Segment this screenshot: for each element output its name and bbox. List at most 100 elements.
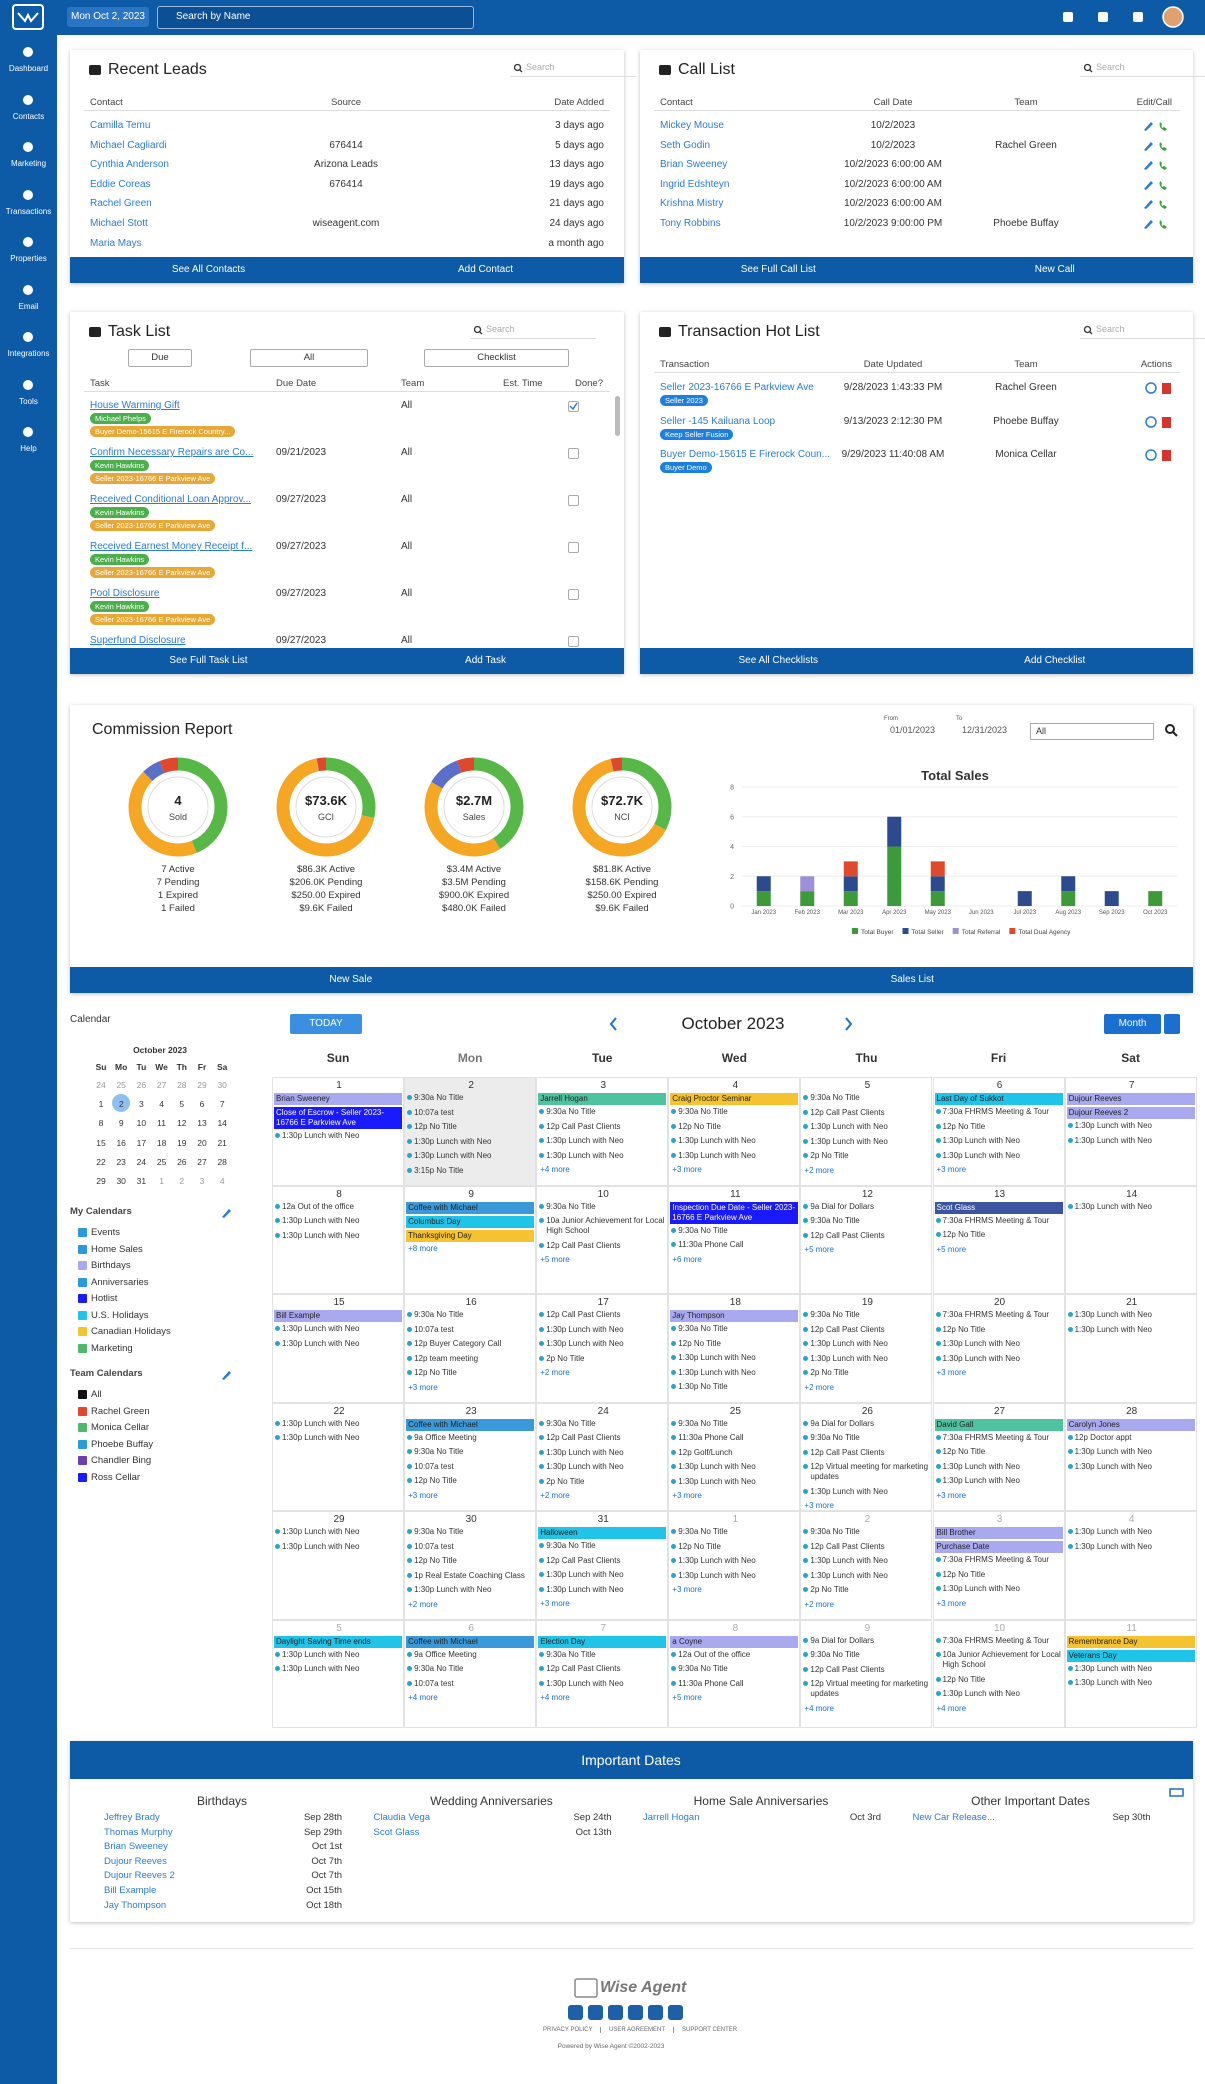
event[interactable]: 12p No Title	[406, 1368, 534, 1378]
event[interactable]: 1:30p Lunch with Neo	[406, 1137, 534, 1147]
button[interactable]: See All Contacts	[70, 257, 347, 283]
event[interactable]: 12p No Title	[935, 1122, 1063, 1132]
contact-link[interactable]: Brian Sweeney	[104, 1841, 168, 1853]
filter-select[interactable]: Checklist	[424, 349, 569, 367]
mini-day[interactable]: 1	[159, 1176, 164, 1186]
more-link[interactable]: +4 more	[804, 1703, 834, 1713]
day-cell[interactable]: 7 Election Day 9:30a No Title 12p Call Past…	[536, 1619, 669, 1728]
event[interactable]: 1p Real Estate Coaching Class	[406, 1571, 534, 1581]
day-cell[interactable]: 6 Coffee with Michael 9a Office Meeting 9:3…	[404, 1619, 537, 1728]
more-link[interactable]: +2 more	[804, 1382, 834, 1392]
contact-link[interactable]: Cynthia Anderson	[90, 159, 169, 171]
checkbox[interactable]	[78, 1310, 87, 1320]
event[interactable]: 1:30p Lunch with Neo	[1067, 1310, 1195, 1320]
event[interactable]: 1:30p Lunch with Neo	[538, 1462, 666, 1472]
event[interactable]: 1:30p Lunch with Neo	[274, 1324, 402, 1334]
event[interactable]: 9:30a No Title	[406, 1664, 534, 1674]
event[interactable]: 11:30a Phone Call	[670, 1240, 798, 1250]
event[interactable]: 12p No Title	[670, 1542, 798, 1552]
mini-day[interactable]: 16	[116, 1137, 126, 1148]
event[interactable]: 12p No Title	[406, 1476, 534, 1486]
event[interactable]: 12p No Title	[935, 1570, 1063, 1580]
event[interactable]: 12p No Title	[935, 1230, 1063, 1240]
event[interactable]: 1:30p Lunch with Neo	[538, 1136, 666, 1146]
mini-day[interactable]: 12	[177, 1118, 187, 1129]
banner[interactable]: Remembrance Day	[1066, 1635, 1195, 1648]
checkbox[interactable]	[568, 448, 579, 459]
event[interactable]: 1:30p Lunch with Neo	[538, 1448, 666, 1458]
button[interactable]: Add Task	[347, 648, 624, 674]
event[interactable]: 1:30p Lunch with Neo	[802, 1339, 930, 1349]
contact-link[interactable]: Eddie Coreas	[90, 178, 151, 190]
day-cell[interactable]: 9 Coffee with Michael Columbus Day Thanksgi…	[404, 1185, 537, 1294]
banner[interactable]: Columbus Day	[406, 1215, 535, 1228]
contact-link[interactable]: Ingrid Edshteyn	[660, 178, 730, 190]
mini-day[interactable]: 29	[96, 1176, 106, 1186]
event[interactable]: 1:30p Lunch with Neo	[538, 1679, 666, 1689]
nav-item[interactable]: Tools	[0, 377, 57, 417]
event[interactable]: 1:30p Lunch with Neo	[274, 1527, 402, 1537]
mini-day[interactable]: 4	[219, 1176, 225, 1186]
day-cell[interactable]: 14 1:30p Lunch with Neo	[1064, 1185, 1197, 1294]
more-link[interactable]: +3 more	[936, 1368, 967, 1377]
banner[interactable]: Daylight Saving Time ends	[274, 1635, 403, 1648]
mini-day[interactable]: 1	[98, 1099, 104, 1110]
more-link[interactable]: +3 more	[936, 1165, 967, 1174]
day-cell[interactable]: 7 Dujour Reeves Dujour Reeves 2 1:30p Lunch…	[1064, 1077, 1197, 1186]
event[interactable]: 10:07a test	[406, 1108, 534, 1118]
contact-link[interactable]: Tony Robbins	[660, 218, 721, 229]
event[interactable]: 9:30a No Title	[670, 1419, 798, 1429]
button[interactable]: See All Checklists	[640, 648, 917, 674]
event[interactable]: 12p No Title	[935, 1675, 1063, 1685]
checkbox[interactable]	[78, 1327, 87, 1336]
day-cell[interactable]: 3 Jarrell Hogan 9:30a No Title 12p Call Pas…	[536, 1077, 669, 1186]
more-link[interactable]: +2 more	[408, 1599, 438, 1609]
day-cell[interactable]: 28 Carolyn Jones 12p Doctor appt 1:30p Lunc…	[1064, 1402, 1197, 1511]
event[interactable]: 7:30a FHRMS Meeting & Tour	[935, 1107, 1063, 1117]
mini-day[interactable]: 15	[96, 1137, 106, 1148]
day-cell[interactable]: 18 Jay Thompson 9:30a No Title 12p No Title…	[668, 1294, 801, 1403]
mini-day[interactable]: 5	[179, 1099, 185, 1110]
banner[interactable]: Dujour Reeves	[1066, 1093, 1195, 1105]
event[interactable]: 1:30p Lunch with Neo	[274, 1542, 402, 1552]
nav-item[interactable]: Transactions	[0, 187, 57, 227]
day-cell[interactable]: 29 1:30p Lunch with Neo 1:30p Lunch with N…	[272, 1511, 405, 1620]
contact-link[interactable]: Claudia Vega	[373, 1812, 431, 1823]
filter-select[interactable]: All	[250, 349, 368, 367]
footer-link[interactable]: SUPPORT CENTER	[682, 2027, 738, 2033]
nav-item[interactable]: Help	[0, 424, 57, 464]
footer-link[interactable]: PRIVACY POLICY	[543, 2027, 602, 2033]
event[interactable]: 1:30p Lunch with Neo	[802, 1487, 930, 1497]
mini-day[interactable]: 30	[217, 1080, 227, 1090]
checkbox[interactable]	[568, 495, 579, 506]
mini-day[interactable]: 24	[136, 1156, 147, 1167]
event[interactable]: 9:30a No Title	[406, 1447, 534, 1457]
banner[interactable]: Carolyn Jones	[1066, 1418, 1195, 1431]
event[interactable]: 11:30a Phone Call	[670, 1679, 798, 1689]
event[interactable]: 7:30a FHRMS Meeting & Tour	[935, 1433, 1063, 1443]
contact-link[interactable]: Jay Thompson	[104, 1899, 167, 1911]
event[interactable]: 1:30p Lunch with Neo	[274, 1664, 402, 1674]
more-link[interactable]: +3 more	[936, 1490, 967, 1500]
mini-day[interactable]: 24	[96, 1080, 106, 1090]
mini-day[interactable]: 29	[197, 1080, 207, 1090]
event[interactable]: 7:30a FHRMS Meeting & Tour	[935, 1555, 1063, 1565]
transaction-link[interactable]: Buyer Demo-15615 E Firerock Coun...	[660, 449, 831, 460]
mini-day[interactable]: 14	[217, 1118, 227, 1129]
event[interactable]: 1:30p Lunch with Neo	[274, 1231, 402, 1241]
event[interactable]: 9:30a No Title	[802, 1527, 930, 1537]
mini-day[interactable]: 31	[136, 1176, 147, 1186]
mini-day[interactable]: 30	[116, 1176, 126, 1186]
event[interactable]: 1:30p Lunch with Neo	[1067, 1527, 1195, 1537]
mini-day[interactable]: 3	[139, 1099, 144, 1110]
event[interactable]: 12p No Title	[935, 1325, 1063, 1335]
day-cell[interactable]: 25 9:30a No Title 11:30a Phone Call 12p Gol…	[668, 1402, 801, 1511]
search-box[interactable]: Search	[470, 322, 596, 339]
more-link[interactable]: +5 more	[804, 1245, 834, 1254]
event[interactable]: 12p Buyer Category Call	[406, 1339, 534, 1349]
event[interactable]: 1:30p Lunch with Neo	[1067, 1462, 1195, 1472]
event[interactable]: 10a Junior Achievement for Local High Sc…	[538, 1216, 666, 1236]
event[interactable]: 12p Call Past Clients	[538, 1122, 666, 1132]
mini-day[interactable]: 27	[156, 1080, 167, 1090]
event[interactable]: 10a Junior Achievement for Local High Sc…	[935, 1650, 1063, 1670]
